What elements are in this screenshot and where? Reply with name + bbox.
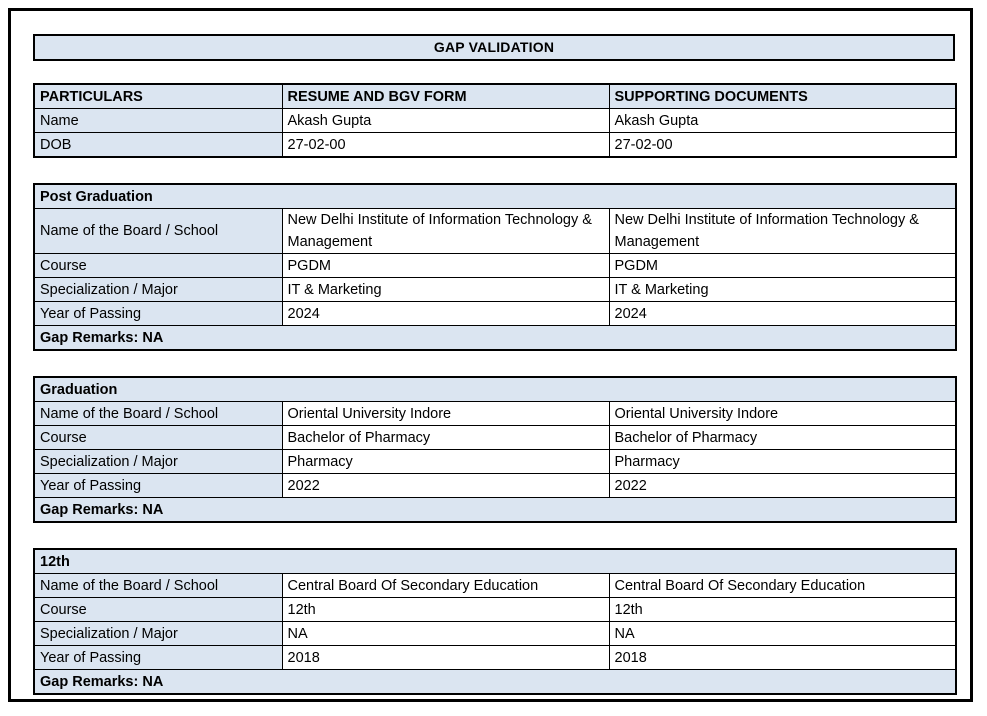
resume-value-cell: 12th <box>281 597 610 622</box>
row-label-cell: Year of Passing <box>33 473 283 498</box>
row-label-cell: Name of the Board / School <box>33 573 283 598</box>
row-label-cell: Course <box>33 597 283 622</box>
supporting-value-cell: NA <box>608 621 957 646</box>
row-label-cell: Name of the Board / School <box>33 401 283 426</box>
document-title-text: GAP VALIDATION <box>433 39 555 55</box>
table-row-course: Course PGDM PGDM <box>33 253 957 278</box>
gap-remarks: Gap Remarks: NA <box>33 669 957 695</box>
table-row-specialization: Specialization / Major IT & Marketing IT… <box>33 277 957 302</box>
gap-remarks-row: Gap Remarks: NA <box>33 497 957 523</box>
supporting-value-cell: 2024 <box>608 301 957 326</box>
table-row-year-of-passing: Year of Passing 2022 2022 <box>33 473 957 498</box>
section-table-post-graduation: Post Graduation Name of the Board / Scho… <box>33 183 958 351</box>
section-title: Graduation <box>33 376 957 402</box>
gap-remarks: Gap Remarks: NA <box>33 325 957 351</box>
resume-value-cell: Pharmacy <box>281 449 610 474</box>
row-label-cell: Name of the Board / School <box>33 208 283 254</box>
row-label-cell: Year of Passing <box>33 645 283 670</box>
particulars-header-row: PARTICULARS RESUME AND BGV FORM SUPPORTI… <box>33 83 957 109</box>
section-title: Post Graduation <box>33 183 957 209</box>
column-header-supporting-docs: SUPPORTING DOCUMENTS <box>608 83 957 109</box>
supporting-value-cell: Pharmacy <box>608 449 957 474</box>
column-header-resume-bgv: RESUME AND BGV FORM <box>281 83 610 109</box>
supporting-value-cell: Bachelor of Pharmacy <box>608 425 957 450</box>
table-row-board-school: Name of the Board / School New Delhi Ins… <box>33 208 957 254</box>
resume-value-cell: Central Board Of Secondary Education <box>281 573 610 598</box>
supporting-value-cell: 2022 <box>608 473 957 498</box>
resume-value-cell: 2022 <box>281 473 610 498</box>
table-row-dob: DOB 27-02-00 27-02-00 <box>33 132 957 158</box>
supporting-value-cell: IT & Marketing <box>608 277 957 302</box>
section-header-row: Graduation <box>33 376 957 402</box>
section-table-graduation: Graduation Name of the Board / School Or… <box>33 376 957 523</box>
gap-remarks-row: Gap Remarks: NA <box>33 669 957 695</box>
supporting-value-cell: 2018 <box>608 645 957 670</box>
table-row-course: Course Bachelor of Pharmacy Bachelor of … <box>33 425 957 450</box>
row-label-cell: Specialization / Major <box>33 449 283 474</box>
table-row-specialization: Specialization / Major Pharmacy Pharmacy <box>33 449 957 474</box>
row-label-cell: Course <box>33 425 283 450</box>
table-row-year-of-passing: Year of Passing 2024 2024 <box>33 301 957 326</box>
particulars-table: PARTICULARS RESUME AND BGV FORM SUPPORTI… <box>33 83 957 158</box>
section-header-row: 12th <box>33 548 957 574</box>
supporting-value-cell: PGDM <box>608 253 957 278</box>
row-label-cell: DOB <box>33 132 283 158</box>
resume-value-cell: PGDM <box>281 253 610 278</box>
supporting-value-cell: Oriental University Indore <box>608 401 957 426</box>
row-label-cell: Course <box>33 253 283 278</box>
row-label-cell: Specialization / Major <box>33 621 283 646</box>
resume-value-cell: New Delhi Institute of Information Techn… <box>281 208 610 254</box>
row-label-cell: Year of Passing <box>33 301 283 326</box>
section-title: 12th <box>33 548 957 574</box>
supporting-value-cell: 27-02-00 <box>608 132 957 158</box>
supporting-value-cell: Akash Gupta <box>608 108 957 133</box>
document-content: GAP VALIDATION PARTICULARS RESUME AND BG… <box>33 34 958 695</box>
document-title: GAP VALIDATION <box>33 34 955 61</box>
supporting-value-cell: 12th <box>608 597 957 622</box>
row-label-cell: Name <box>33 108 283 133</box>
supporting-value-cell: Central Board Of Secondary Education <box>608 573 957 598</box>
table-row-course: Course 12th 12th <box>33 597 957 622</box>
table-row-year-of-passing: Year of Passing 2018 2018 <box>33 645 957 670</box>
section-table-12th: 12th Name of the Board / School Central … <box>33 548 958 695</box>
section-header-row: Post Graduation <box>33 183 957 209</box>
row-label-cell: Specialization / Major <box>33 277 283 302</box>
table-row-board-school: Name of the Board / School Oriental Univ… <box>33 401 957 426</box>
page-border: GAP VALIDATION PARTICULARS RESUME AND BG… <box>8 8 973 702</box>
resume-value-cell: Oriental University Indore <box>281 401 610 426</box>
gap-remarks: Gap Remarks: NA <box>33 497 957 523</box>
supporting-value-cell: New Delhi Institute of Information Techn… <box>608 208 957 254</box>
resume-value-cell: 27-02-00 <box>281 132 610 158</box>
gap-remarks-row: Gap Remarks: NA <box>33 325 957 351</box>
column-header-particulars: PARTICULARS <box>33 83 283 109</box>
resume-value-cell: Akash Gupta <box>281 108 610 133</box>
resume-value-cell: NA <box>281 621 610 646</box>
table-row-specialization: Specialization / Major NA NA <box>33 621 957 646</box>
resume-value-cell: 2018 <box>281 645 610 670</box>
resume-value-cell: Bachelor of Pharmacy <box>281 425 610 450</box>
resume-value-cell: IT & Marketing <box>281 277 610 302</box>
table-row-board-school: Name of the Board / School Central Board… <box>33 573 957 598</box>
resume-value-cell: 2024 <box>281 301 610 326</box>
table-row-name: Name Akash Gupta Akash Gupta <box>33 108 957 133</box>
